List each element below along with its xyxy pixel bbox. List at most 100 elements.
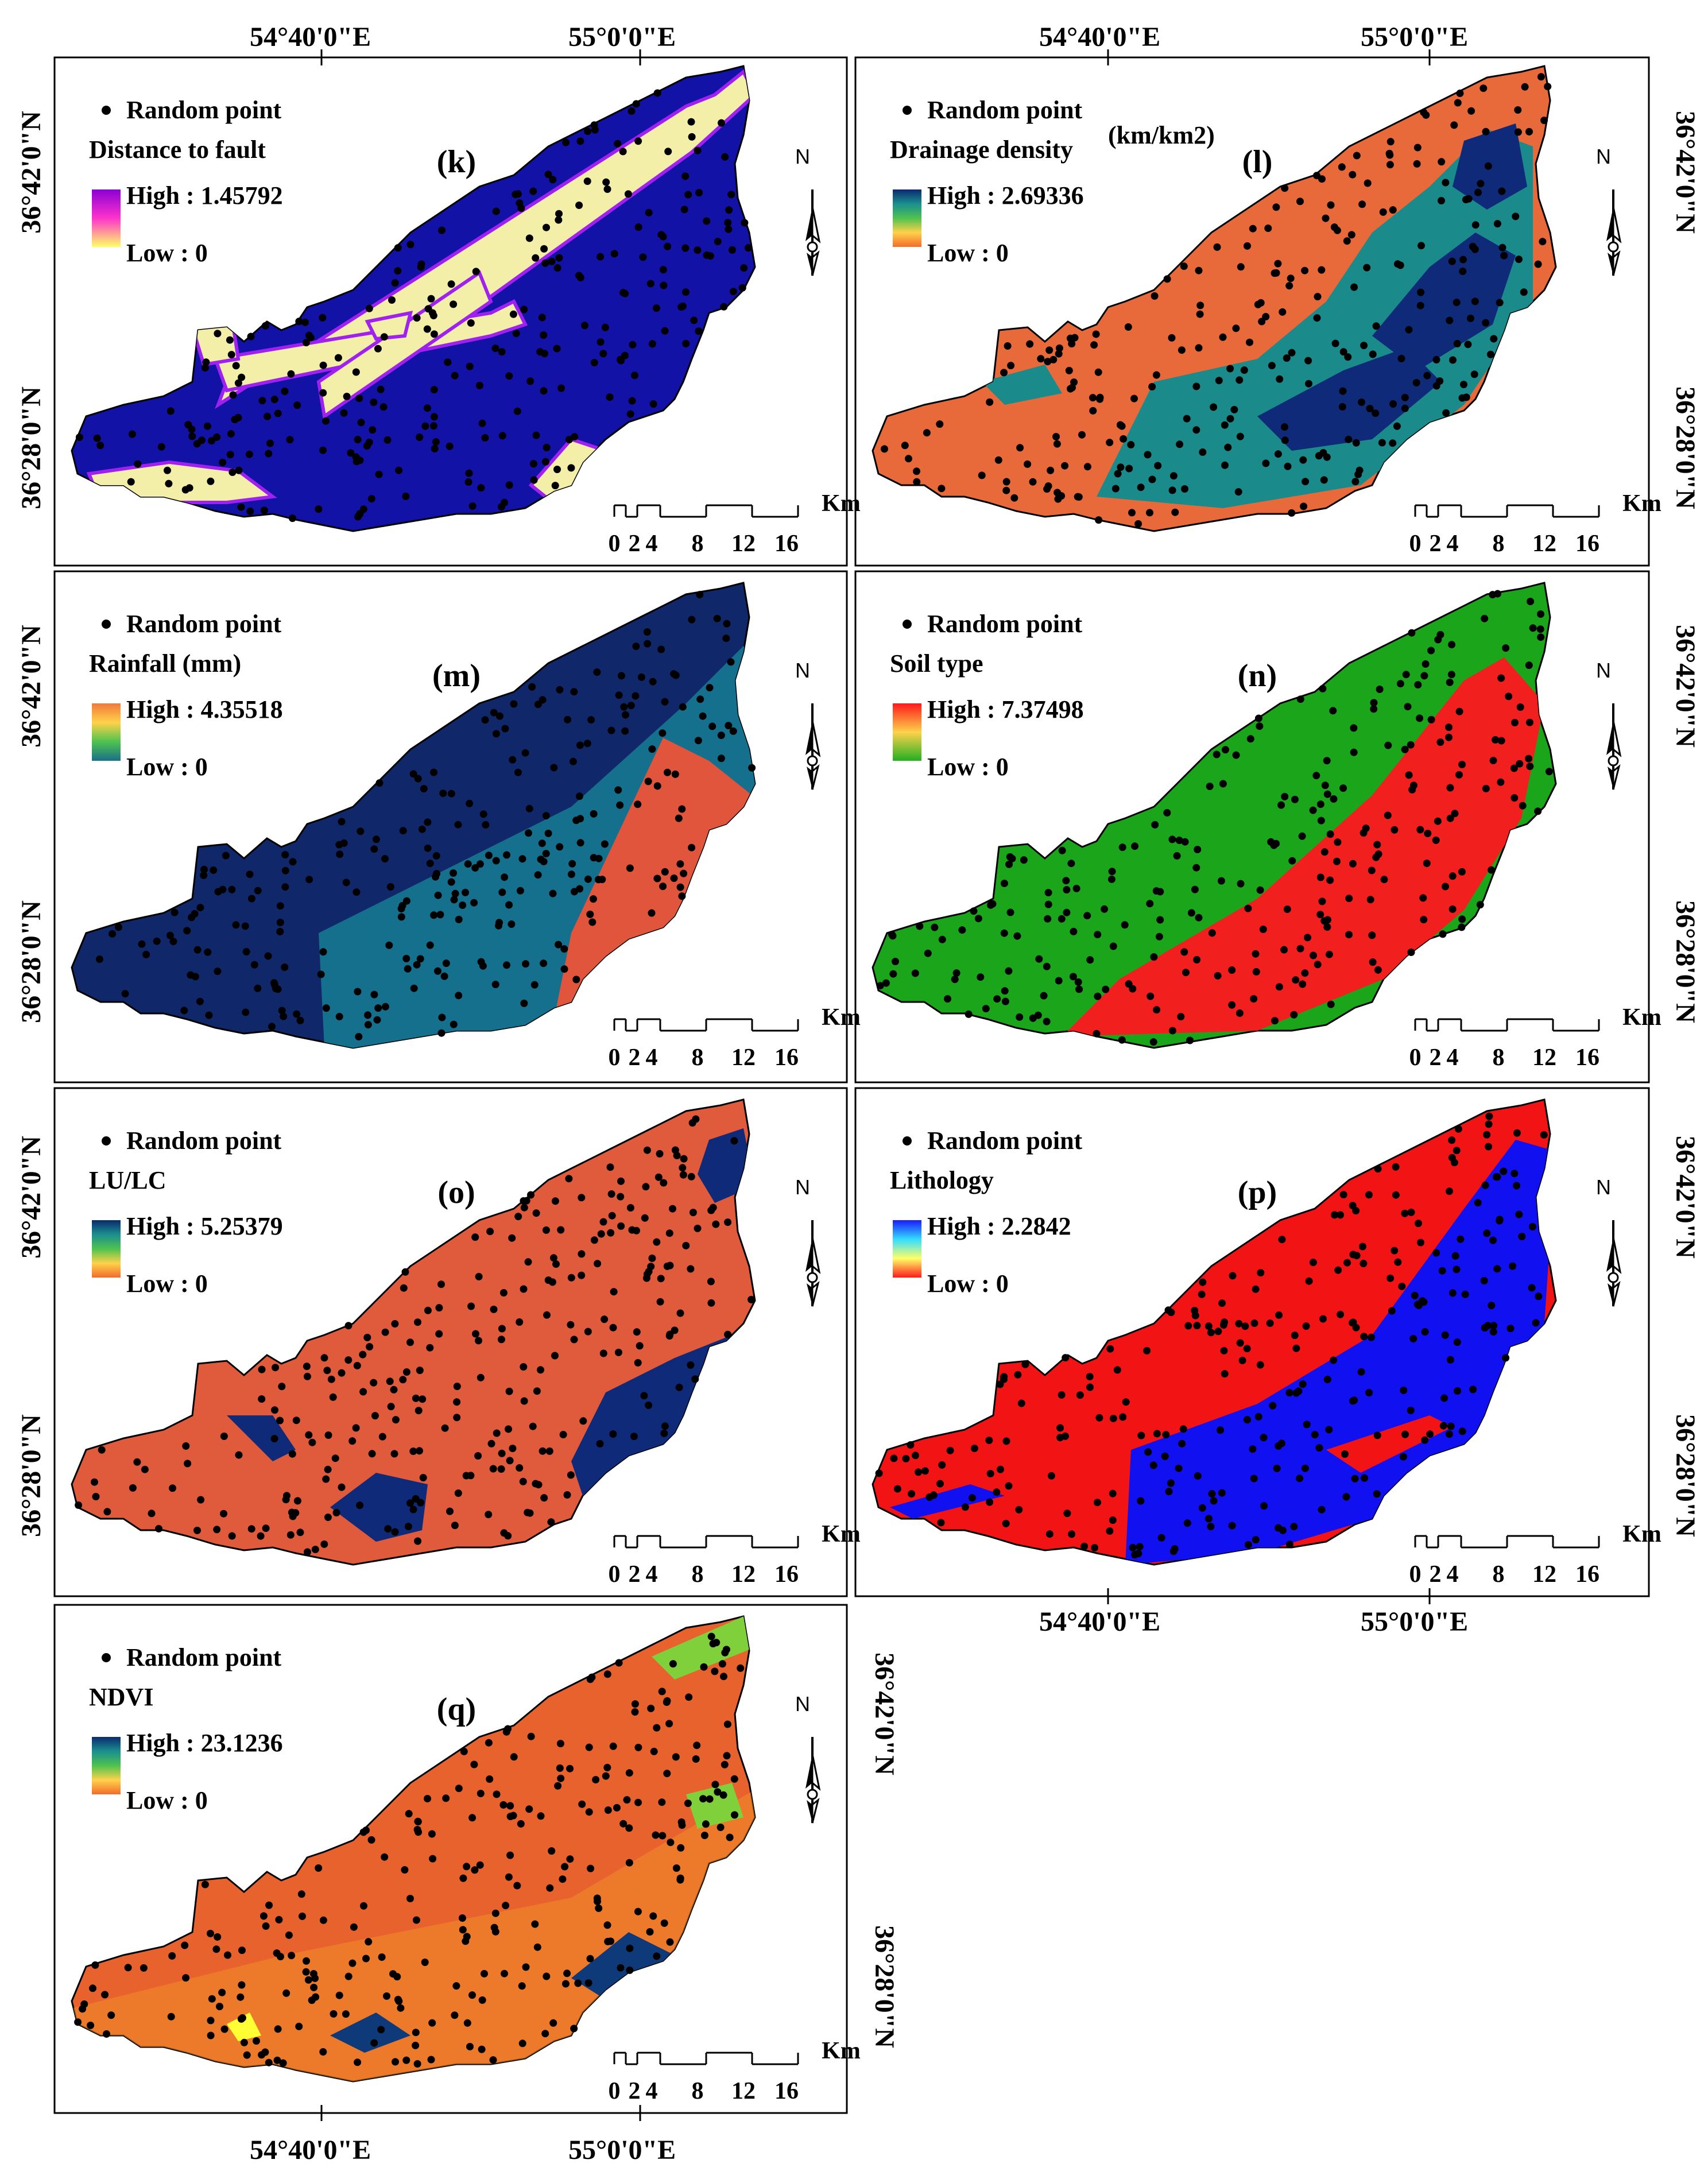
random-point [1417, 242, 1425, 249]
panel-q-map [55, 1616, 766, 2081]
random-point [409, 1448, 417, 1455]
random-point [1086, 1373, 1094, 1380]
scale-tick-label: 0 [609, 2078, 621, 2104]
lat-label-left-1-a: 36°42'0"N [16, 625, 47, 748]
random-point [1285, 282, 1293, 289]
random-point [717, 1824, 725, 1831]
random-point [410, 985, 418, 992]
random-point [455, 1489, 462, 1497]
random-point [1323, 757, 1331, 764]
random-point [607, 1229, 614, 1237]
random-point [1260, 1434, 1268, 1441]
random-point [381, 1853, 388, 1861]
scale-tick-label: 4 [646, 1044, 658, 1071]
random-point [1037, 355, 1044, 362]
random-point [1454, 340, 1461, 347]
random-point [556, 686, 563, 694]
random-point [510, 701, 517, 708]
north-letter: N [1596, 659, 1611, 682]
random-point [402, 1268, 409, 1276]
random-point [676, 860, 684, 868]
random-point [626, 1769, 633, 1777]
legend-random-point-label: Random point [126, 96, 282, 124]
north-arrow-icon [1606, 703, 1620, 790]
random-point [1246, 339, 1253, 346]
random-point [1002, 1520, 1010, 1527]
random-point [1089, 394, 1097, 401]
random-point [378, 1953, 386, 1961]
legend-low-value: Low : 0 [126, 239, 208, 267]
random-point [297, 1017, 304, 1024]
random-point [1423, 860, 1431, 867]
random-point [158, 443, 165, 451]
random-point [502, 1902, 509, 1909]
random-point [1131, 842, 1138, 850]
random-point [653, 1239, 660, 1246]
random-point [1257, 887, 1264, 894]
random-point [1170, 1547, 1178, 1555]
random-point [479, 420, 486, 427]
random-point [621, 727, 629, 735]
random-point [568, 860, 576, 868]
random-point [613, 1804, 621, 1812]
random-point [718, 119, 725, 127]
random-point [645, 1268, 653, 1275]
random-point [1275, 1524, 1282, 1532]
random-point [561, 1863, 568, 1871]
random-point [388, 1403, 395, 1410]
random-point [498, 1325, 506, 1333]
random-point [1512, 212, 1519, 220]
random-point [677, 884, 684, 891]
random-point [1339, 403, 1346, 411]
random-point [338, 1369, 346, 1377]
random-point [574, 1980, 582, 1987]
random-point [406, 1338, 414, 1346]
axis-label-bottom-right: 54°40'0"E [1039, 1607, 1160, 1637]
random-point [1318, 266, 1325, 274]
random-point [1408, 1209, 1415, 1216]
random-point [926, 1493, 934, 1501]
random-point [1353, 152, 1361, 160]
random-point [1276, 376, 1283, 383]
scale-tick-label: 16 [1575, 1561, 1599, 1588]
random-point [673, 1864, 680, 1872]
random-point [426, 1344, 433, 1352]
random-point [1086, 1384, 1094, 1391]
scale-tick-label: 4 [646, 531, 658, 557]
random-point [1210, 1497, 1218, 1504]
random-point [1467, 107, 1475, 115]
random-point [520, 1478, 527, 1485]
random-point [1001, 880, 1008, 887]
random-point [725, 226, 732, 233]
random-point [1244, 905, 1252, 912]
random-point [403, 897, 410, 905]
random-point [1180, 262, 1188, 270]
random-point [278, 1383, 285, 1390]
random-point [1343, 1493, 1350, 1500]
random-point [1117, 463, 1124, 471]
random-point [561, 965, 568, 973]
random-point [319, 389, 327, 397]
random-point [323, 1004, 330, 1012]
random-point [881, 445, 888, 452]
random-point [280, 2060, 287, 2067]
random-point [650, 1748, 658, 1755]
random-point [205, 1012, 212, 1019]
random-point [1401, 394, 1409, 401]
random-point [153, 938, 161, 945]
random-point [1284, 463, 1292, 470]
random-point [1075, 978, 1082, 986]
random-point [1232, 324, 1240, 332]
random-point [714, 238, 722, 245]
random-point [1045, 482, 1052, 490]
random-point [213, 434, 220, 441]
random-point [1016, 444, 1024, 451]
random-point [1029, 1015, 1037, 1022]
random-point [322, 417, 330, 425]
random-point [374, 345, 382, 353]
random-point [660, 1179, 667, 1187]
random-point [1511, 765, 1518, 772]
random-point [590, 810, 598, 818]
random-point [498, 1465, 505, 1473]
random-point [1386, 150, 1393, 157]
